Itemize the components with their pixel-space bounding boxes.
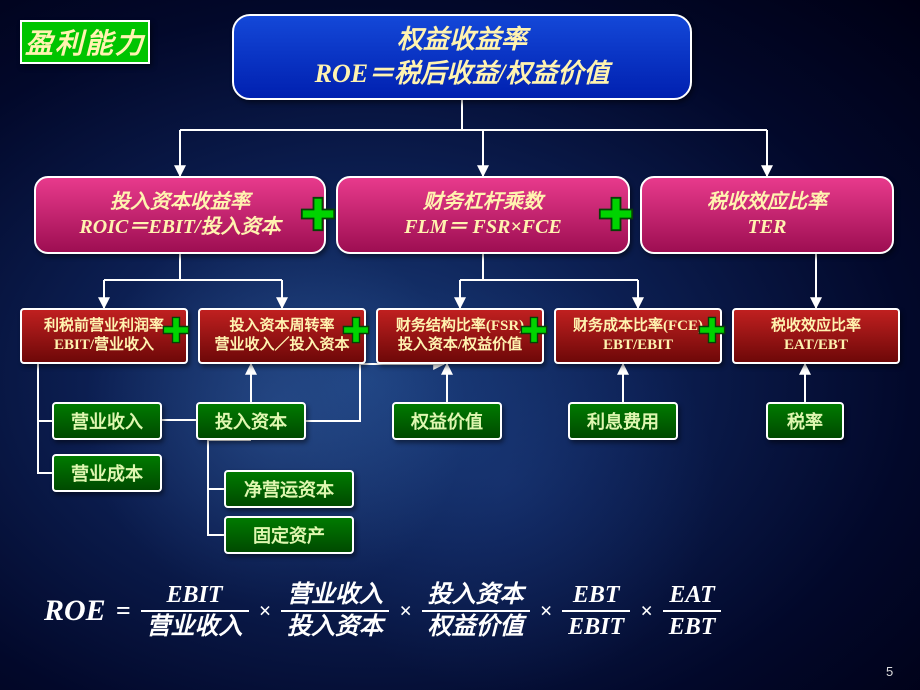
frac-3: 投入资本 权益价值: [422, 582, 530, 641]
low5-line2: EAT/EBT: [784, 336, 848, 355]
times-icon: ×: [399, 598, 412, 624]
frac-5: EAT EBT: [663, 582, 722, 641]
low5-line1: 税收效应比率: [771, 317, 861, 336]
low4-line1: 财务成本比率(FCE): [573, 317, 703, 336]
g5-label: 税率: [787, 408, 823, 434]
f4-num: EBT: [567, 582, 626, 610]
low-box-1: 利税前营业利润率 EBIT/营业收入: [20, 308, 188, 364]
green-operating-income: 营业收入: [52, 402, 162, 440]
low1-line2: EBIT/营业收入: [54, 336, 154, 355]
f4-den: EBIT: [562, 610, 630, 640]
f3-den: 权益价值: [422, 610, 530, 640]
green-invested-capital: 投入资本: [196, 402, 306, 440]
roe-formula: ROE = EBIT 营业收入 × 营业收入 投入资本 × 投入资本 权益价值 …: [44, 582, 721, 641]
page-number: 5: [886, 664, 893, 679]
g3-label: 权益价值: [411, 408, 483, 434]
roic-box: 投入资本收益率 ROIC＝EBIT/投入资本: [34, 176, 326, 254]
times-icon: ×: [259, 598, 272, 624]
times-icon: ×: [640, 598, 653, 624]
g8-label: 固定资产: [253, 522, 325, 548]
green-tax-rate: 税率: [766, 402, 844, 440]
f5-den: EBT: [663, 610, 722, 640]
page-number-value: 5: [886, 664, 893, 679]
formula-eq: =: [116, 596, 131, 626]
ter-line2: TER: [748, 215, 787, 240]
frac-1: EBIT 营业收入: [141, 582, 249, 641]
ter-line1: 税收效应比率: [707, 190, 827, 215]
roe-top-box: 权益收益率 ROE＝税后收益/权益价值: [232, 14, 692, 100]
low3-line2: 投入资本/权益价值: [398, 336, 522, 355]
badge-label: 盈利能力: [25, 22, 145, 62]
low2-line2: 营业收入／投入资本: [214, 336, 349, 355]
green-operating-cost: 营业成本: [52, 454, 162, 492]
profitability-badge: 盈利能力: [20, 20, 150, 64]
top-line2: ROE＝税后收益/权益价值: [315, 57, 610, 91]
f2-num: 营业收入: [281, 582, 389, 610]
frac-2: 营业收入 投入资本: [281, 582, 389, 641]
low-box-3: 财务结构比率(FSR) 投入资本/权益价值: [376, 308, 544, 364]
g1-label: 营业收入: [71, 408, 143, 434]
low1-line1: 利税前营业利润率: [44, 317, 164, 336]
low3-line1: 财务结构比率(FSR): [396, 317, 524, 336]
flm-box: 财务杠杆乘数 FLM＝ FSR×FCE: [336, 176, 630, 254]
ter-box: 税收效应比率 TER: [640, 176, 894, 254]
low2-line1: 投入资本周转率: [229, 317, 334, 336]
low-box-4: 财务成本比率(FCE) EBT/EBIT: [554, 308, 722, 364]
roic-line1: 投入资本收益率: [110, 190, 250, 215]
f1-den: 营业收入: [141, 610, 249, 640]
top-line1: 权益收益率: [397, 23, 527, 57]
low-box-5: 税收效应比率 EAT/EBT: [732, 308, 900, 364]
frac-4: EBT EBIT: [562, 582, 630, 641]
low-box-2: 投入资本周转率 营业收入／投入资本: [198, 308, 366, 364]
f5-num: EAT: [663, 582, 720, 610]
f1-num: EBIT: [161, 582, 229, 610]
green-fixed-assets: 固定资产: [224, 516, 354, 554]
f3-num: 投入资本: [422, 582, 530, 610]
green-interest-expense: 利息费用: [568, 402, 678, 440]
flm-line2: FLM＝ FSR×FCE: [404, 215, 562, 240]
formula-lhs: ROE: [44, 594, 106, 628]
g6-label: 营业成本: [71, 460, 143, 486]
times-icon: ×: [540, 598, 553, 624]
low4-line2: EBT/EBIT: [603, 336, 673, 355]
g7-label: 净营运资本: [244, 476, 334, 502]
g4-label: 利息费用: [587, 408, 659, 434]
flm-line1: 财务杠杆乘数: [423, 190, 543, 215]
f2-den: 投入资本: [281, 610, 389, 640]
green-equity-value: 权益价值: [392, 402, 502, 440]
g2-label: 投入资本: [215, 408, 287, 434]
roic-line2: ROIC＝EBIT/投入资本: [79, 215, 280, 240]
green-nwc: 净营运资本: [224, 470, 354, 508]
